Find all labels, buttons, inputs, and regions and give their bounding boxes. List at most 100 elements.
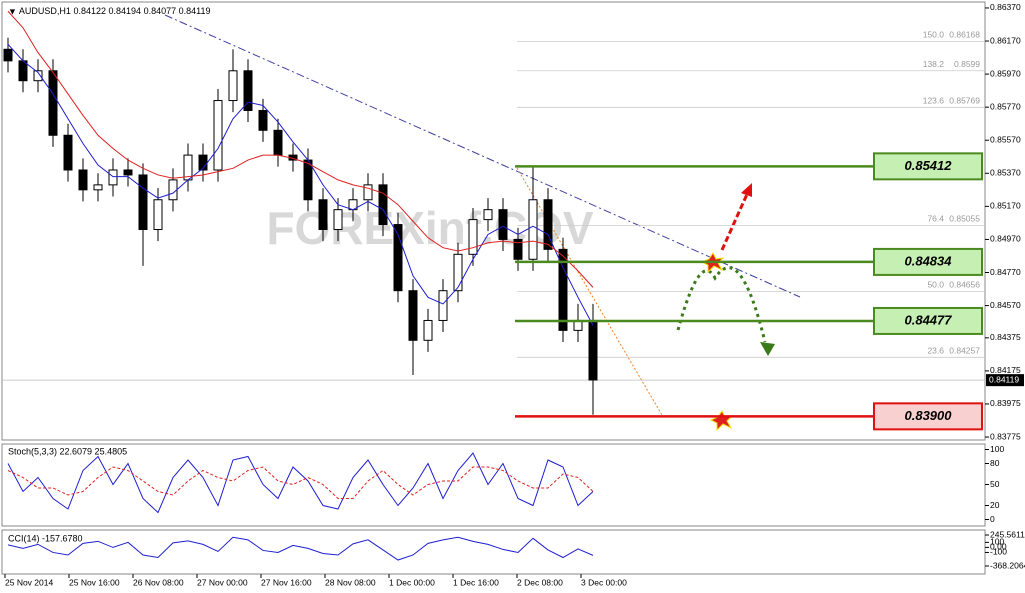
key-level-label: 0.83900 [905, 408, 953, 423]
x-tick-label: 28 Nov 08:00 [325, 577, 376, 587]
fib-ratio: 76.4 [927, 214, 944, 224]
candle-body [318, 199, 328, 231]
y-tick-label: 0 [990, 514, 995, 524]
x-tick-label: 2 Dec 08:00 [517, 577, 563, 587]
stoch-header: Stoch(5,3,3) 22.6079 25.4805 [8, 446, 127, 456]
symbol: AUDUSD,H1 [19, 6, 71, 16]
fib-price: 0.84257 [949, 346, 980, 356]
candle-body [108, 169, 118, 186]
indicator-line [7, 466, 594, 499]
x-tick-label: 27 Nov 16:00 [261, 577, 312, 587]
y-tick-label: 50 [990, 479, 1000, 489]
key-level-box [873, 247, 983, 276]
candle-body [333, 209, 343, 231]
candle-body [543, 199, 553, 250]
y-tick-label: 100 [990, 444, 1004, 454]
y-tick-label: 0.84770 [990, 267, 1021, 277]
candle-body [93, 184, 103, 191]
fib-ratio: 123.6 [923, 96, 945, 106]
candle-body [303, 159, 313, 201]
candle-body [138, 174, 148, 231]
y-tick-label: 0.86370 [990, 2, 1021, 12]
candle-body [33, 70, 43, 82]
x-tick-label: 3 Dec 00:00 [581, 577, 627, 587]
key-level-label: 0.84834 [905, 253, 953, 268]
candle-body [48, 70, 58, 136]
candle-body [588, 319, 598, 381]
main-panel [1, 1, 986, 441]
key-level-box [873, 402, 983, 431]
cci-header: CCI(14) -157.6780 [8, 533, 83, 543]
fib-price: 0.85769 [949, 96, 980, 106]
indicator-line [7, 452, 594, 514]
key-level-box [873, 306, 983, 335]
y-tick-label: 0.85770 [990, 101, 1021, 111]
y-tick-label: 0.85170 [990, 201, 1021, 211]
candle-body [243, 70, 253, 111]
x-tick-label: 1 Dec 00:00 [389, 577, 435, 587]
candle-body [558, 248, 568, 331]
fib-price: 0.8599 [954, 59, 980, 69]
arrow-head [741, 183, 752, 197]
fib-ratio: 50.0 [927, 280, 944, 290]
fib-ratio: 23.6 [927, 346, 944, 356]
candle-body [228, 70, 238, 102]
fib-ratio: 138.2 [923, 59, 945, 69]
candle-body [3, 48, 13, 62]
y-tick-label: 0.86170 [990, 35, 1021, 45]
candle-body [78, 169, 88, 191]
y-tick-label: 0.84570 [990, 300, 1021, 310]
y-tick-label: 0.84375 [990, 332, 1021, 342]
y-tick-label: -100 [990, 547, 1007, 557]
candle-body [168, 179, 178, 201]
fib-price: 0.84656 [949, 280, 980, 290]
candle-body [498, 209, 508, 240]
arrow-up [720, 191, 750, 251]
fib-price: 0.85055 [949, 214, 980, 224]
high-price: 0.84194 [109, 6, 142, 16]
x-tick-label: 25 Nov 16:00 [69, 577, 120, 587]
y-tick-label: 0.84970 [990, 234, 1021, 244]
candle-body [513, 238, 523, 260]
candle-body [63, 134, 73, 171]
candle-body [18, 60, 28, 82]
y-tick-label: 0.00 [990, 542, 1007, 552]
candle-body [363, 184, 373, 201]
trend-line [164, 14, 801, 298]
candle-body [483, 209, 493, 221]
indicator-line [7, 10, 594, 288]
candle-body [408, 290, 418, 341]
candle-body [258, 109, 268, 131]
arrow-head [760, 342, 775, 356]
candle-body [393, 224, 403, 292]
candle-body [213, 100, 223, 171]
x-tick-label: 26 Nov 08:00 [133, 577, 184, 587]
y-tick-label: 100 [990, 537, 1004, 547]
candle-body [153, 199, 163, 231]
x-tick-label: 27 Nov 00:00 [197, 577, 248, 587]
fib-ratio: 150.0 [923, 30, 945, 40]
y-tick-label: 0.85570 [990, 134, 1021, 144]
y-tick-label: 0.83775 [990, 431, 1021, 441]
open-price: 0.84122 [73, 6, 106, 16]
low-price: 0.84077 [144, 6, 177, 16]
candle-body [453, 253, 463, 292]
close-price: 0.84119 [179, 6, 211, 16]
y-tick-label: 0.85370 [990, 168, 1021, 178]
indicator-line [7, 43, 594, 326]
candle-body [378, 184, 388, 226]
fib-price: 0.86168 [949, 30, 980, 40]
y-tick-label: 20 [990, 500, 1000, 510]
last-price-box [986, 374, 1024, 387]
y-tick-label: 0.83975 [990, 398, 1021, 408]
x-tick-label: 1 Dec 16:00 [453, 577, 499, 587]
chart-header: ▼ AUDUSD,H1 0.84122 0.84194 0.84077 0.84… [8, 6, 211, 16]
candle-body [423, 319, 433, 341]
candle-body [528, 199, 538, 260]
candle-body [438, 290, 448, 321]
candle-body [273, 129, 283, 156]
y-tick-label: 80 [990, 458, 1000, 468]
key-level-label: 0.84477 [905, 312, 953, 327]
